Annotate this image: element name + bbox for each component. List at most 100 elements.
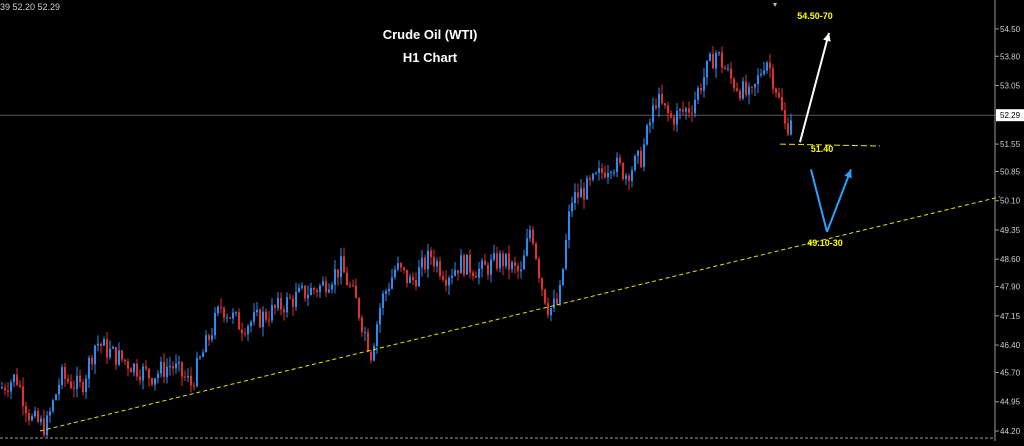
- candle-body: [709, 53, 711, 61]
- scroll-marker-icon[interactable]: [773, 3, 777, 7]
- candle-body: [337, 269, 339, 278]
- candle-body: [145, 366, 147, 369]
- candle-body: [358, 298, 360, 318]
- candle-body: [385, 291, 387, 294]
- candle-body: [604, 172, 606, 178]
- candle-body: [622, 163, 624, 180]
- candle-body: [769, 62, 771, 69]
- candle-body: [739, 90, 741, 99]
- candle-body: [745, 81, 747, 95]
- candle-body: [724, 67, 726, 70]
- candle-body: [526, 238, 528, 256]
- price-tick-label: 53.05: [1000, 82, 1021, 91]
- candle-body: [634, 155, 636, 171]
- candle-body: [514, 262, 516, 266]
- price-tick-label: 48.60: [1000, 255, 1021, 264]
- price-tick-label: 44.20: [1000, 427, 1021, 436]
- candle-body: [412, 276, 414, 280]
- candle-body: [475, 276, 477, 278]
- candle-body: [121, 350, 123, 360]
- candle-body: [163, 361, 165, 377]
- candle-body: [790, 120, 792, 135]
- candle-body: [652, 105, 654, 123]
- candle-body: [133, 363, 135, 373]
- candle-body: [97, 343, 99, 346]
- candle-body: [700, 87, 702, 91]
- candle-body: [220, 306, 222, 308]
- candle-body: [496, 253, 498, 269]
- candle-body: [271, 305, 273, 321]
- candle-body: [553, 298, 555, 309]
- candle-body: [31, 416, 33, 421]
- candle-body: [490, 259, 492, 275]
- candle-body: [754, 84, 756, 88]
- support-trendline: [39, 196, 1001, 432]
- candle-body: [451, 275, 453, 278]
- candle-body: [661, 93, 663, 104]
- candle-body: [304, 285, 306, 299]
- candle-body: [112, 347, 114, 349]
- candle-body: [64, 367, 66, 379]
- candle-body: [202, 352, 204, 357]
- candle-body: [139, 376, 141, 381]
- candle-body: [610, 172, 612, 174]
- current-price-box: [996, 109, 1024, 122]
- candle-body: [325, 281, 327, 293]
- candle-body: [283, 309, 285, 313]
- candle-body: [85, 378, 87, 393]
- candle-body: [124, 359, 126, 362]
- candle-body: [541, 278, 543, 290]
- candle-body: [229, 317, 231, 319]
- candle-body: [19, 384, 21, 387]
- candle-body: [43, 418, 45, 436]
- candle-body: [643, 144, 645, 168]
- candle-body: [736, 88, 738, 91]
- candle-body: [406, 269, 408, 284]
- candle-body: [79, 375, 81, 383]
- candle-body: [532, 229, 534, 244]
- candle-body: [7, 390, 9, 392]
- candle-body: [37, 410, 39, 422]
- price-tick-label: 47.15: [1000, 312, 1021, 321]
- price-tick-label: 45.70: [1000, 368, 1021, 377]
- candle-body: [391, 277, 393, 289]
- candle-body: [232, 312, 234, 319]
- candle-body: [427, 250, 429, 270]
- candle-body: [100, 343, 102, 346]
- candle-body: [400, 263, 402, 268]
- candle-body: [172, 366, 174, 369]
- candle-body: [520, 269, 522, 272]
- candle-body: [169, 366, 171, 368]
- candle-body: [55, 394, 57, 401]
- overlay-lines: [39, 32, 1001, 432]
- candle-body: [613, 172, 615, 174]
- candle-body: [601, 168, 603, 173]
- candle-body: [307, 294, 309, 299]
- price-tick-label: 50.85: [1000, 167, 1021, 176]
- candle-body: [205, 335, 207, 353]
- candle-body: [577, 192, 579, 198]
- candle-body: [28, 413, 30, 421]
- candle-body: [118, 350, 120, 365]
- candle-body: [760, 73, 762, 76]
- candle-body: [493, 253, 495, 260]
- candle-body: [571, 203, 573, 212]
- candle-body: [592, 173, 594, 180]
- candle-body: [586, 177, 588, 200]
- candle-body: [319, 285, 321, 293]
- candle-body: [676, 110, 678, 125]
- candle-body: [46, 415, 48, 436]
- arrow-blue_up: [826, 169, 852, 233]
- candle-body: [313, 288, 315, 291]
- candle-body: [280, 297, 282, 310]
- candle-body: [436, 261, 438, 267]
- candle-body: [52, 400, 54, 412]
- candle-body: [316, 290, 318, 293]
- candle-body: [259, 309, 261, 328]
- candle-body: [517, 265, 519, 272]
- candle-body: [457, 270, 459, 274]
- candle-body: [295, 291, 297, 307]
- candle-body: [787, 123, 789, 135]
- candle-body: [94, 345, 96, 365]
- candle-body: [301, 285, 303, 288]
